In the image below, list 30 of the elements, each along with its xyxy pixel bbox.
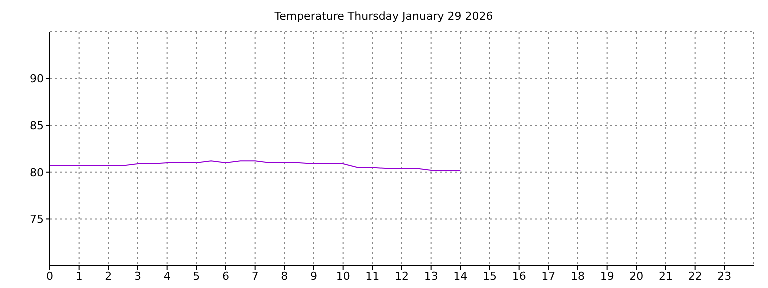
x-tick-label: 4	[164, 270, 171, 283]
x-tick-label: 22	[688, 270, 702, 283]
x-tick-label: 23	[718, 270, 732, 283]
x-tick-label: 19	[600, 270, 614, 283]
chart-title: Temperature Thursday January 29 2026	[274, 9, 494, 25]
y-tick-label: 90	[30, 72, 44, 86]
x-tick-label: 12	[395, 270, 409, 283]
y-tick-label: 75	[30, 213, 44, 226]
x-tick-label: 8	[281, 270, 288, 283]
x-tick-label: 21	[659, 270, 673, 283]
x-tick-label: 17	[542, 270, 556, 283]
y-tick-label: 85	[30, 120, 44, 133]
x-tick-label: 10	[336, 270, 350, 283]
y-tick-label: 80	[30, 166, 44, 180]
x-tick-label: 13	[424, 270, 438, 283]
line-series	[50, 160, 462, 172]
x-tick-label: 14	[454, 270, 468, 283]
x-tick-label: 6	[222, 270, 230, 283]
x-tick-label: 1	[76, 270, 83, 283]
x-tick-label: 20	[630, 270, 644, 283]
x-tick-label: 11	[366, 270, 380, 283]
x-tick-label: 18	[571, 270, 585, 283]
x-tick-label: 9	[310, 270, 318, 283]
x-tick-label: 7	[252, 270, 259, 283]
x-tick-label: 15	[483, 270, 497, 283]
x-tick-label: 3	[134, 270, 142, 283]
x-tick-label: 0	[46, 270, 54, 283]
x-tick-label: 16	[512, 270, 526, 283]
x-tick-label: 5	[193, 270, 200, 283]
x-tick-label: 2	[105, 270, 112, 283]
